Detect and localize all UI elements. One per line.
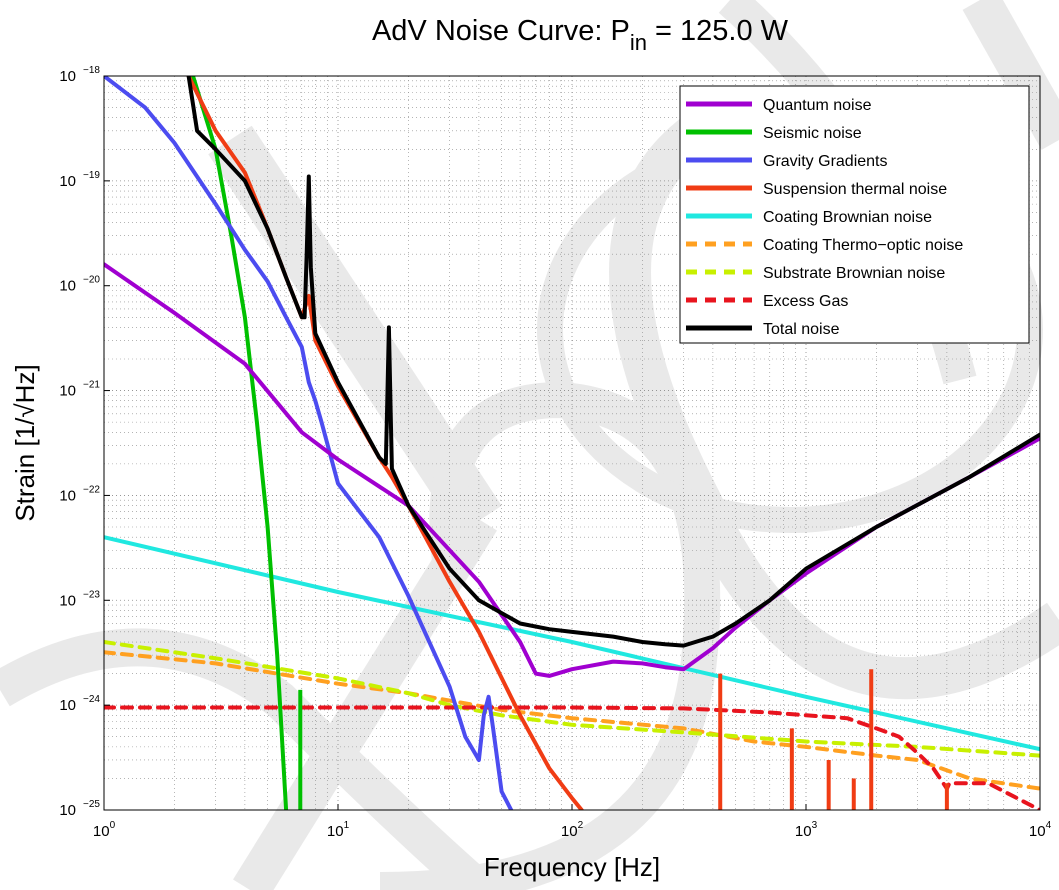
y-tick-label: 10 −18 bbox=[59, 65, 100, 85]
series-line bbox=[104, 650, 1040, 791]
series-line bbox=[104, 535, 1040, 752]
y-tick-label: 10 −20 bbox=[59, 275, 100, 295]
y-axis-label: Strain [1/√Hz] bbox=[10, 364, 40, 521]
series-line bbox=[186, 76, 1040, 648]
chart-title: AdV Noise Curve: Pin = 125.0 W bbox=[372, 15, 789, 55]
x-tick-label: 103 bbox=[795, 820, 818, 840]
axis-ticks: 100 101 102 103 104 10−18 10−19 10−20 10−21 10−22… bbox=[59, 65, 1051, 840]
x-tick-label: 101 bbox=[327, 820, 350, 840]
y-tick-label: 10 −22 bbox=[59, 484, 100, 504]
series-line bbox=[104, 705, 1040, 810]
y-tick-label: 10 −23 bbox=[59, 589, 100, 609]
legend-label: Seismic noise bbox=[763, 125, 862, 142]
legend-label: Excess Gas bbox=[763, 293, 848, 310]
legend-label: Total noise bbox=[763, 321, 840, 338]
legend-label: Suspension thermal noise bbox=[763, 181, 947, 198]
y-tick-label: 10 −24 bbox=[59, 694, 100, 714]
legend-label: Gravity Gradients bbox=[763, 153, 887, 170]
legend-label: Substrate Brownian noise bbox=[763, 265, 945, 282]
x-axis-label: Frequency [Hz] bbox=[484, 852, 660, 882]
y-tick-label: 10 −19 bbox=[59, 170, 100, 190]
y-tick-label: 10 −21 bbox=[59, 380, 100, 400]
x-tick-label: 102 bbox=[561, 820, 584, 840]
y-tick-label: 10 −25 bbox=[59, 799, 100, 819]
plot-series bbox=[104, 76, 1040, 810]
series-line bbox=[104, 640, 1040, 758]
legend-label: Quantum noise bbox=[763, 97, 872, 114]
legend-label: Coating Brownian noise bbox=[763, 209, 932, 226]
x-tick-label: 100 bbox=[93, 820, 116, 840]
legend: Quantum noise Seismic noise Gravity Gradie… bbox=[679, 85, 1030, 344]
x-tick-label: 104 bbox=[1029, 820, 1052, 840]
legend-label: Coating Thermo−optic noise bbox=[763, 237, 963, 254]
